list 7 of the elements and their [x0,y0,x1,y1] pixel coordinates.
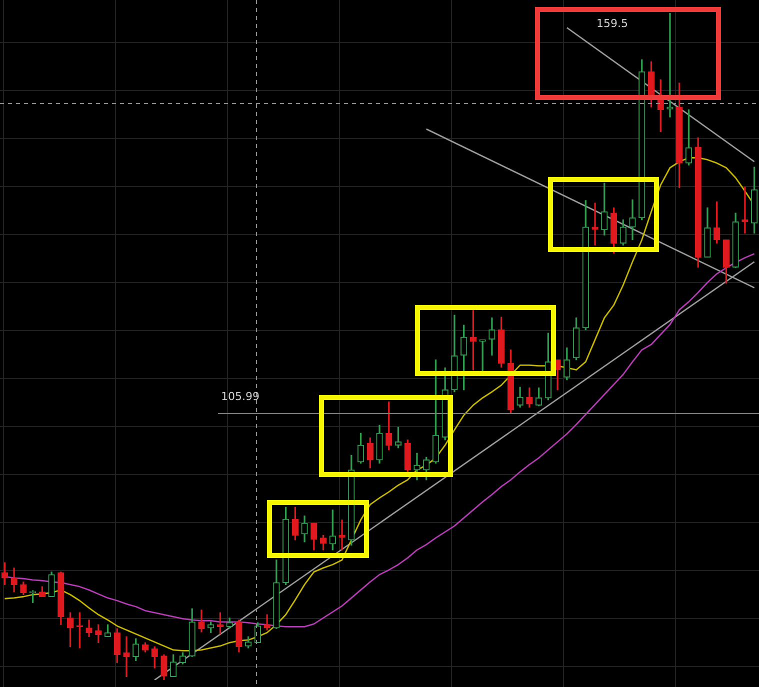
candlestick [264,614,270,630]
candlestick [666,13,674,118]
candlestick [629,199,636,240]
annotation: 159.5 [596,16,628,30]
candlestick [479,340,486,372]
annotation: 105.99 [221,390,260,403]
candlestick [123,636,130,677]
